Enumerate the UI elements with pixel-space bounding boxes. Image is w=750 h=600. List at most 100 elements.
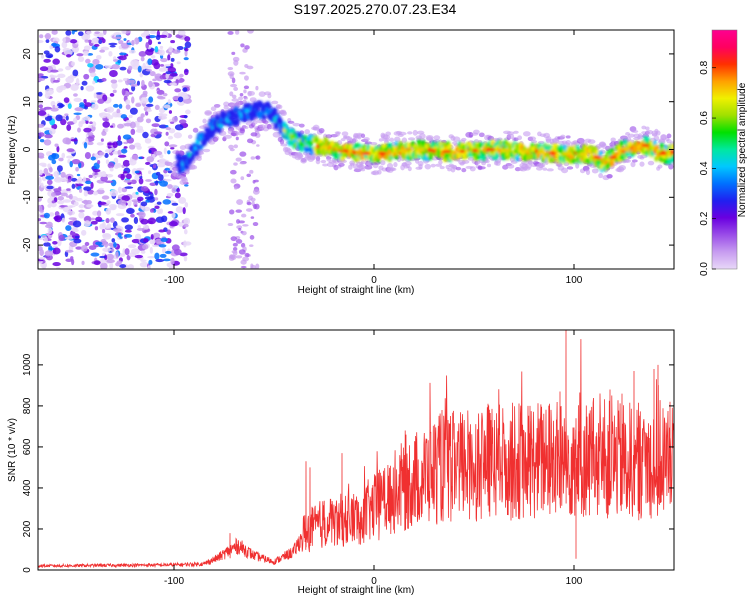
ridge-hotspot — [487, 148, 496, 152]
ridge-halo — [223, 101, 230, 107]
ridge-halo — [224, 134, 232, 139]
ridge-halo — [655, 130, 661, 136]
noise-blob — [157, 41, 161, 45]
noise-blob — [142, 224, 150, 230]
noise-blob — [65, 138, 72, 145]
noise-blob — [138, 51, 147, 57]
noise-blob — [98, 151, 104, 156]
noise-blob — [145, 199, 150, 203]
noise-blob — [66, 54, 72, 58]
ridge-halo — [385, 131, 391, 136]
noise-blob — [90, 156, 96, 161]
ridge-halo — [407, 166, 412, 172]
noise-blob — [244, 252, 250, 258]
ridge-halo — [398, 131, 407, 136]
noise-blob — [250, 156, 256, 160]
noise-blob — [121, 187, 128, 193]
ridge-halo — [540, 162, 546, 168]
ridge-blob — [402, 154, 407, 160]
ridge-halo — [338, 162, 345, 167]
noise-blob — [239, 151, 247, 157]
noise-blob — [123, 146, 128, 149]
noise-blob — [123, 38, 127, 41]
noise-blob — [118, 55, 127, 61]
noise-blob — [106, 200, 111, 205]
noise-blob — [109, 167, 114, 172]
snr-ytick-label: 400 — [22, 479, 33, 496]
ridge-hotspot — [426, 148, 437, 153]
noise-blob — [66, 210, 76, 216]
noise-blob — [229, 91, 234, 97]
noise-blob — [130, 213, 135, 218]
noise-blob — [169, 72, 178, 77]
noise-blob — [81, 200, 89, 204]
ridge-halo — [640, 154, 648, 159]
noise-blob — [169, 82, 178, 86]
noise-blob — [56, 145, 60, 153]
ridge-blob — [394, 154, 399, 160]
noise-blob — [156, 162, 166, 168]
noise-blob — [102, 247, 112, 252]
noise-blob — [138, 211, 146, 219]
noise-blob — [242, 256, 250, 262]
noise-blob — [66, 155, 74, 159]
ridge-hotspot — [471, 149, 479, 153]
noise-blob — [168, 128, 176, 134]
noise-blob — [122, 248, 126, 256]
ridge-halo — [653, 135, 660, 142]
ridge-blob — [440, 151, 445, 158]
snr-ytick-label: 800 — [22, 397, 33, 414]
noise-blob — [115, 262, 121, 267]
ridge-halo — [641, 131, 647, 135]
noise-blob — [51, 30, 58, 35]
noise-blob — [50, 192, 56, 197]
ridge-blob — [194, 149, 199, 155]
noise-blob — [147, 170, 152, 175]
noise-blob — [151, 55, 156, 59]
ridge-halo — [210, 106, 217, 112]
noise-blob — [125, 208, 135, 214]
colorbar-tick-label: 0.0 — [699, 262, 710, 276]
snr-frame — [37, 329, 675, 571]
noise-blob — [158, 229, 166, 233]
snr-ytick-label: 600 — [22, 438, 33, 455]
ridge-halo — [542, 167, 548, 171]
noise-blob — [117, 59, 122, 64]
noise-blob — [246, 65, 254, 70]
noise-blob — [117, 123, 124, 129]
noise-blob — [241, 213, 247, 218]
noise-blob — [57, 73, 66, 79]
ridge-hotspot — [416, 148, 425, 152]
noise-blob — [235, 255, 243, 259]
noise-blob — [94, 226, 99, 231]
noise-blob — [160, 237, 168, 243]
noise-blob — [164, 64, 171, 67]
noise-blob — [39, 108, 47, 112]
noise-blob — [133, 216, 139, 224]
noise-blob — [43, 127, 51, 130]
chart-title: S197.2025.270.07.23.E34 — [293, 1, 457, 17]
ridge-halo — [478, 132, 485, 138]
spectrogram-ytick-label: -10 — [22, 190, 33, 205]
noise-blob — [38, 123, 45, 128]
spectrogram-ylabel: Frequency (Hz) — [7, 116, 18, 185]
snr-ytick-label: 1000 — [22, 353, 33, 376]
noise-blob — [159, 74, 167, 80]
ridge-halo — [606, 173, 613, 179]
noise-blob — [65, 66, 71, 71]
noise-blob — [50, 69, 59, 73]
noise-blob — [235, 136, 239, 141]
noise-blob — [249, 235, 255, 240]
ridge-halo — [376, 169, 382, 175]
noise-blob — [236, 225, 243, 229]
noise-blob — [230, 169, 237, 175]
noise-blob — [54, 105, 59, 109]
noise-blob — [179, 252, 188, 257]
noise-blob — [108, 42, 118, 46]
noise-blob — [80, 245, 88, 252]
noise-blob — [167, 184, 173, 189]
spectrogram-ytick-label: 0 — [22, 146, 33, 152]
noise-blob — [83, 220, 91, 227]
